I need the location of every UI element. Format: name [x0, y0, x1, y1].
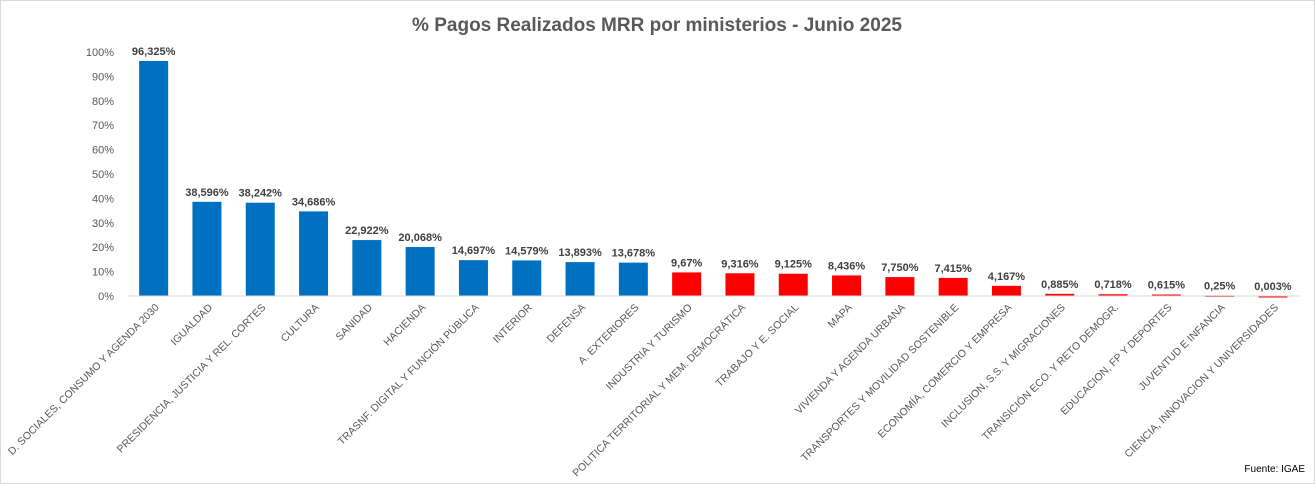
bar: [778, 273, 808, 296]
data-label: 22,922%: [345, 225, 389, 237]
bar: [938, 277, 968, 296]
category-label: MAPA: [826, 302, 855, 331]
bar: [512, 260, 542, 296]
category-label: CULTURA: [279, 302, 322, 345]
data-label: 0,615%: [1148, 279, 1186, 291]
y-tick-label: 60%: [92, 145, 114, 157]
bar: [832, 275, 862, 296]
data-label: 20,068%: [398, 232, 442, 244]
bar: [405, 247, 435, 296]
bar: [991, 285, 1021, 296]
data-label: 13,893%: [558, 247, 602, 259]
chart-title: % Pagos Realizados MRR por ministerios -…: [412, 15, 902, 36]
category-label: VIVIENDA Y AGENDA URBANA: [793, 302, 908, 417]
category-label: IGUALDAD: [169, 301, 216, 348]
category-label: EDUCACION, FP Y DEPORTES: [1058, 302, 1174, 418]
y-tick-label: 40%: [92, 193, 114, 205]
y-tick-label: 80%: [92, 96, 114, 108]
data-label: 0,25%: [1204, 280, 1235, 292]
category-label: INTERIOR: [491, 301, 535, 345]
y-tick-label: 90%: [92, 71, 114, 83]
bar: [299, 211, 329, 296]
bar: [139, 60, 169, 297]
bar: [458, 260, 488, 296]
category-label: SANIDAD: [333, 301, 375, 343]
data-label: 13,678%: [612, 248, 656, 260]
bar: [725, 273, 755, 296]
bar: [618, 262, 648, 296]
y-tick-label: 50%: [92, 169, 114, 181]
bar: [672, 272, 702, 296]
data-label: 96,325%: [132, 46, 176, 58]
y-tick-label: 70%: [92, 120, 114, 132]
category-label: DEFENSA: [545, 302, 589, 346]
data-label: 14,579%: [505, 245, 549, 257]
bar: [1098, 294, 1128, 296]
y-tick-label: 10%: [92, 267, 114, 279]
data-label: 9,316%: [721, 258, 759, 270]
data-label: 34,686%: [292, 196, 336, 208]
bar: [192, 201, 222, 296]
bar: [1258, 295, 1288, 298]
category-label: INDUSTRIA Y TURISMO: [604, 302, 695, 393]
bar: [1045, 293, 1075, 296]
bar: [245, 202, 275, 296]
y-tick-label: 0%: [98, 291, 114, 303]
bar: [352, 240, 382, 296]
data-label: 9,125%: [775, 259, 813, 271]
bar: [885, 277, 915, 296]
y-tick-label: 20%: [92, 242, 114, 254]
data-label: 7,750%: [881, 262, 919, 274]
y-tick-label: 30%: [92, 218, 114, 230]
source-note: Fuente: IGAE: [1244, 464, 1305, 475]
data-label: 38,596%: [185, 187, 229, 199]
data-label: 9,67%: [671, 257, 702, 269]
category-label: JUVENTUD E INFANCIA: [1136, 302, 1227, 393]
bar: [565, 262, 595, 296]
data-label: 0,885%: [1041, 279, 1079, 291]
data-label: 38,242%: [239, 188, 283, 200]
category-label: HACIENDA: [381, 302, 428, 349]
data-label: 7,415%: [934, 263, 972, 275]
data-label: 14,697%: [452, 245, 496, 257]
data-label: 4,167%: [988, 271, 1026, 283]
y-tick-label: 100%: [86, 47, 114, 59]
data-label: 8,436%: [828, 260, 866, 272]
data-label: 0,718%: [1094, 279, 1132, 291]
bar: [1151, 294, 1181, 296]
data-label: 0,003%: [1254, 281, 1292, 293]
